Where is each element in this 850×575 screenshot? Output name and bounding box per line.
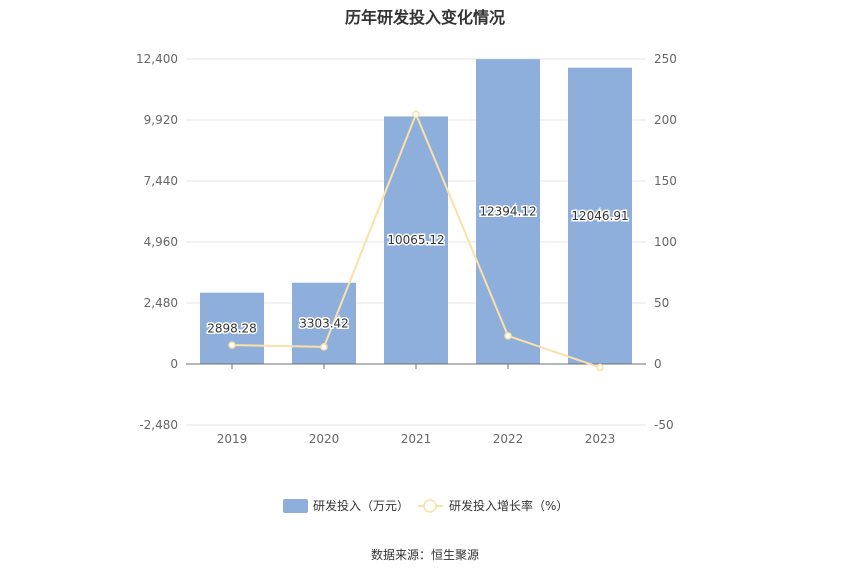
y-right-tick-label: 150 bbox=[654, 174, 677, 188]
y-left-tick-label: 9,920 bbox=[144, 113, 178, 127]
y-right-tick-label: 50 bbox=[654, 296, 669, 310]
x-tick-label: 2023 bbox=[585, 432, 616, 446]
growth-point bbox=[320, 343, 328, 351]
y-left-tick-label: 4,960 bbox=[144, 235, 178, 249]
y-right-tick-label: 100 bbox=[654, 235, 677, 249]
y-left-tick-label: 7,440 bbox=[144, 174, 178, 188]
x-tick-label: 2021 bbox=[401, 432, 432, 446]
y-left-tick-label: -2,480 bbox=[139, 418, 178, 432]
growth-point bbox=[228, 341, 236, 349]
y-left-tick-label: 0 bbox=[170, 357, 178, 371]
bar bbox=[568, 67, 632, 364]
legend-label-line: 研发投入增长率（%） bbox=[449, 498, 568, 513]
growth-point bbox=[504, 332, 512, 340]
legend-swatch-marker bbox=[423, 499, 437, 513]
growth-point bbox=[596, 363, 604, 372]
bar-value-label: 10065.12 bbox=[387, 233, 444, 247]
y-left-tick-label: 12,400 bbox=[136, 52, 178, 66]
y-right-tick-label: 200 bbox=[654, 113, 677, 127]
data-source: 数据来源：恒生聚源 bbox=[370, 548, 479, 562]
bar-value-label: 2898.28 bbox=[207, 321, 257, 335]
growth-point bbox=[412, 110, 420, 119]
bar-value-label: 12394.12 bbox=[479, 205, 536, 219]
y-right-tick-label: -50 bbox=[654, 418, 674, 432]
x-tick-label: 2022 bbox=[493, 432, 524, 446]
y-right-tick-label: 250 bbox=[654, 52, 677, 66]
y-right-tick-label: 0 bbox=[654, 357, 662, 371]
legend-label-bars: 研发投入（万元） bbox=[313, 498, 409, 513]
bar bbox=[476, 59, 540, 365]
chart-title: 历年研发投入变化情况 bbox=[344, 8, 505, 27]
bar bbox=[384, 116, 448, 365]
bar-value-label: 3303.42 bbox=[299, 316, 349, 330]
x-tick-label: 2019 bbox=[217, 432, 248, 446]
x-tick-label: 2020 bbox=[309, 432, 340, 446]
y-left-tick-label: 2,480 bbox=[144, 296, 178, 310]
bar-value-label: 12046.91 bbox=[571, 209, 628, 223]
bar bbox=[200, 292, 264, 364]
legend-swatch-bars bbox=[283, 499, 308, 513]
